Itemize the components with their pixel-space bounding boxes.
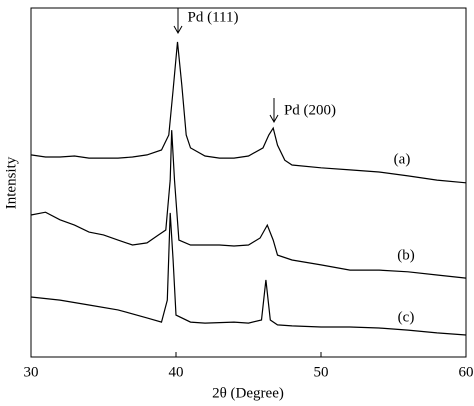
plot-frame [30,7,467,358]
series-label: (c) [398,309,415,325]
annotation: Pd (111) [188,9,239,25]
series-label: (b) [397,247,415,263]
x-axis-label: 2θ (Degree) [212,385,284,401]
annotation: Pd (200) [284,102,336,118]
x-tick-label: 50 [314,364,329,380]
x-tick-label: 40 [169,364,184,380]
series-line [30,130,467,279]
annotation-arrow-head [269,114,279,124]
series-line [30,41,467,184]
x-tick-label: 30 [24,364,39,380]
series-label: (a) [394,151,411,167]
x-tick-label: 60 [459,364,474,380]
y-axis-label: Intensity [3,156,19,209]
series-line [30,212,467,336]
annotation-arrow-head [173,25,183,35]
